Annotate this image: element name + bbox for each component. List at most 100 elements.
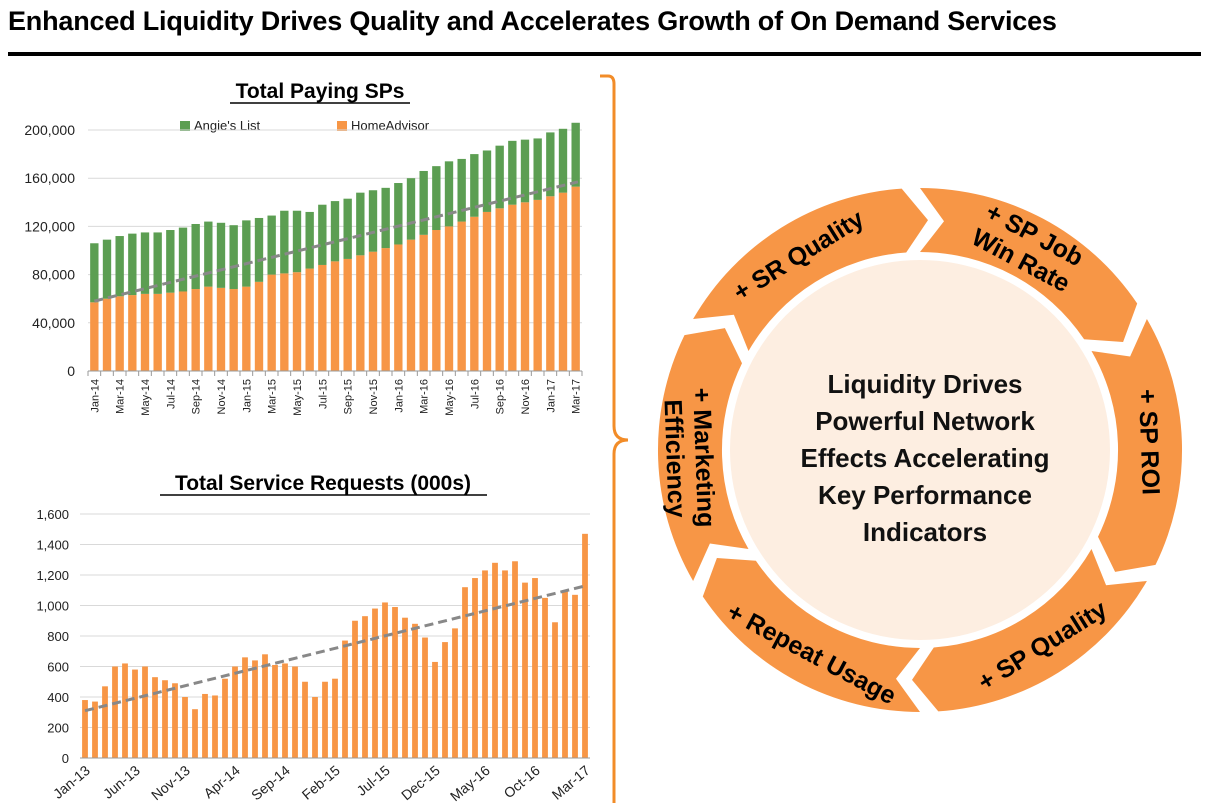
bracket-path [600,74,629,803]
bar-homeadvisor [356,255,365,371]
bar-angies-list [533,138,542,200]
bar-service-requests [412,623,418,758]
x-tick-label: Jul-14 [165,379,177,409]
center-circle [730,260,1110,640]
page-title: Enhanced Liquidity Drives Quality and Ac… [8,6,1057,36]
bar-service-requests [272,664,278,758]
bar-service-requests [552,622,558,758]
bar-homeadvisor [115,296,124,371]
bar-service-requests [382,602,388,758]
y-tick-label: 160,000 [24,170,75,186]
bar-homeadvisor [292,272,302,371]
bar-angies-list [508,140,517,205]
bar-service-requests [512,561,518,758]
segment-sp-job-win-rate [920,188,1138,342]
chart-total-service-requests: Total Service Requests (000s) 1,600 1,400 1… [36,472,593,803]
x-tick-label: May-16 [447,762,493,803]
x-tick-label: May-14 [140,379,152,416]
bar-service-requests [362,616,368,758]
bar-homeadvisor [305,268,314,371]
bar-service-requests [122,663,128,758]
x-tick-label: Sep-14 [248,762,293,803]
bar-angies-list [432,166,441,231]
bar-angies-list [128,233,137,296]
bar-service-requests [282,663,288,758]
trend-line [84,584,587,713]
y-tick-label: 200 [47,721,69,736]
bar-homeadvisor [470,216,479,371]
bar-homeadvisor [153,293,162,371]
segment-label: + SP ROI [1133,389,1165,496]
bar-homeadvisor [102,298,112,371]
center-text-line: Indicators [863,517,987,547]
x-tick-label: Jan-13 [50,762,93,802]
bar-angies-list [394,183,403,245]
x-tick-label: Feb-15 [299,762,343,803]
legend-swatch [337,121,347,131]
bar-angies-list [558,128,568,193]
bar-angies-list [90,243,99,303]
bar-homeadvisor [318,264,327,371]
bar-homeadvisor [419,234,428,371]
bar-service-requests [202,693,208,758]
x-tick-label: Nov-14 [216,379,228,414]
bar-service-requests [132,669,138,758]
bar-homeadvisor [533,199,542,371]
bar-angies-list [242,220,251,287]
chart-total-paying-sps: Total Paying SPs Angie's List HomeAdvisor 2… [24,80,582,416]
x-tick-label: Jul-15 [317,379,329,409]
title-divider [8,52,1201,56]
y-tick-label: 80,000 [32,267,75,283]
bar-service-requests [312,697,318,758]
x-tick-label: Dec-15 [398,762,443,803]
bar-angies-list [191,223,200,290]
bar-angies-list [102,239,112,299]
bar-service-requests [92,701,98,758]
center-text-line: Powerful Network [815,406,1035,436]
bar-homeadvisor [204,286,213,371]
bar-service-requests [432,661,438,758]
bar-service-requests [192,709,198,758]
x-tick-label: May-15 [292,379,304,416]
bar-service-requests [532,578,538,758]
bar-homeadvisor [178,291,188,371]
bar-service-requests [142,666,148,758]
curly-bracket [600,74,629,803]
bar-angies-list [318,204,327,265]
bar-angies-list [368,190,378,252]
x-tick-label: May-16 [444,379,456,416]
bar-service-requests [342,640,348,758]
bar-angies-list [546,132,555,197]
bar-homeadvisor [229,289,238,371]
segment-label: Efficiency [659,399,691,518]
bar-service-requests [182,697,188,758]
bar-angies-list [330,201,340,262]
bar-angies-list [115,236,124,297]
chart-title: Total Service Requests (000s) [175,472,471,495]
y-tick-label: 1,200 [36,568,69,583]
x-tick-label: Jan-16 [393,379,405,413]
segment-marketing-efficiency [657,328,749,581]
bar-homeadvisor [140,293,150,371]
bar-angies-list [470,154,479,217]
bar-homeadvisor [520,202,530,371]
bar-service-requests [292,666,298,758]
x-tick-label: Jan-17 [545,379,557,413]
bar-angies-list [178,227,188,292]
bar-homeadvisor [368,251,378,371]
bar-service-requests [322,681,328,758]
x-tick-label: Jul-16 [469,379,481,409]
bar-service-requests [302,681,308,758]
bar-homeadvisor [267,274,276,371]
bar-service-requests [372,608,378,758]
bar-service-requests [572,594,578,758]
bar-service-requests [502,570,508,758]
x-tick-label: Mar-15 [267,379,279,414]
bar-angies-list [356,192,365,256]
segment-sp-roi [1091,319,1183,572]
segment-sp-roi-label-group: + SP ROI [1133,389,1165,496]
bar-service-requests [462,587,468,758]
bar-homeadvisor [406,239,416,371]
x-tick-label: Jan-14 [89,379,101,413]
